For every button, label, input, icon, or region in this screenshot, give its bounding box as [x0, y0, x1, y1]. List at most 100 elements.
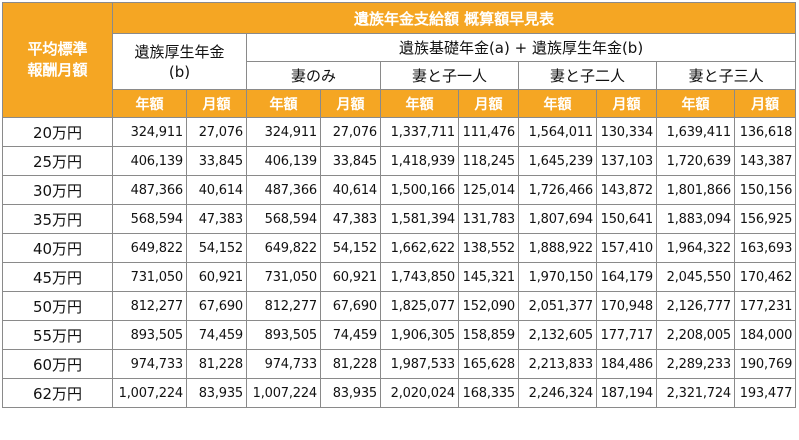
unit-header-annual: 年額: [518, 89, 597, 118]
subgroup-wife-1-child: 妻と子一人: [380, 61, 519, 90]
monthly-amount-cell: 163,693: [733, 233, 797, 263]
annual-amount-cell: 2,045,550: [656, 262, 735, 292]
monthly-amount-cell: 157,410: [596, 233, 657, 263]
annual-amount-cell: 1,906,305: [380, 320, 459, 350]
group-header-b-only: 遺族厚生年金 (b): [112, 33, 247, 90]
monthly-amount-cell: 60,921: [186, 262, 247, 292]
monthly-amount-cell: 131,783: [458, 204, 519, 234]
monthly-amount-cell: 193,477: [733, 378, 797, 408]
annual-amount-cell: 1,639,411: [656, 117, 735, 147]
row-label: 62万円: [2, 378, 113, 408]
unit-header-monthly: 月額: [596, 89, 657, 118]
annual-amount-cell: 1,662,622: [380, 233, 459, 263]
annual-amount-cell: 1,743,850: [380, 262, 459, 292]
row-label: 30万円: [2, 175, 113, 205]
unit-header-monthly: 月額: [458, 89, 519, 118]
annual-amount-cell: 1,007,224: [112, 378, 187, 408]
row-label: 40万円: [2, 233, 113, 263]
table-row: 60万円 974,733 81,228 974,733 81,228 1,987,533 1…: [2, 349, 797, 379]
monthly-amount-cell: 54,152: [186, 233, 247, 263]
annual-amount-cell: 2,208,005: [656, 320, 735, 350]
monthly-amount-cell: 168,335: [458, 378, 519, 408]
subgroup-wife-2-children: 妻と子二人: [518, 61, 657, 90]
monthly-amount-cell: 118,245: [458, 146, 519, 176]
annual-amount-cell: 2,246,324: [518, 378, 597, 408]
monthly-amount-cell: 184,486: [596, 349, 657, 379]
monthly-amount-cell: 83,935: [186, 378, 247, 408]
monthly-amount-cell: 74,459: [186, 320, 247, 350]
annual-amount-cell: 406,139: [246, 146, 321, 176]
row-label: 25万円: [2, 146, 113, 176]
row-label: 50万円: [2, 291, 113, 321]
annual-amount-cell: 649,822: [112, 233, 187, 263]
annual-amount-cell: 2,126,777: [656, 291, 735, 321]
annual-amount-cell: 568,594: [112, 204, 187, 234]
annual-amount-cell: 1,825,077: [380, 291, 459, 321]
annual-amount-cell: 324,911: [112, 117, 187, 147]
row-label: 20万円: [2, 117, 113, 147]
annual-amount-cell: 2,132,605: [518, 320, 597, 350]
row-label: 35万円: [2, 204, 113, 234]
monthly-amount-cell: 54,152: [320, 233, 381, 263]
monthly-amount-cell: 150,641: [596, 204, 657, 234]
monthly-amount-cell: 184,000: [733, 320, 797, 350]
unit-header-monthly: 月額: [186, 89, 247, 118]
monthly-amount-cell: 130,334: [596, 117, 657, 147]
monthly-amount-cell: 158,859: [458, 320, 519, 350]
annual-amount-cell: 1,564,011: [518, 117, 597, 147]
annual-amount-cell: 1,964,322: [656, 233, 735, 263]
subgroup-wife-only: 妻のみ: [246, 61, 381, 90]
row-label: 45万円: [2, 262, 113, 292]
annual-amount-cell: 1,801,866: [656, 175, 735, 205]
annual-amount-cell: 1,007,224: [246, 378, 321, 408]
monthly-amount-cell: 111,476: [458, 117, 519, 147]
annual-amount-cell: 1,807,694: [518, 204, 597, 234]
unit-header-annual: 年額: [656, 89, 735, 118]
annual-amount-cell: 1,883,094: [656, 204, 735, 234]
monthly-amount-cell: 156,925: [733, 204, 797, 234]
group-header-b-only-label: 遺族厚生年金 (b): [134, 42, 225, 81]
table-row: 20万円 324,911 27,076 324,911 27,076 1,337,711 1…: [2, 117, 797, 147]
annual-amount-cell: 893,505: [112, 320, 187, 350]
unit-header-annual: 年額: [380, 89, 459, 118]
table-title: 遺族年金支給額 概算額早見表: [111, 2, 797, 34]
annual-amount-cell: 974,733: [246, 349, 321, 379]
table-body: 20万円 324,911 27,076 324,911 27,076 1,337,711 1…: [2, 117, 797, 408]
monthly-amount-cell: 150,156: [733, 175, 797, 205]
subgroup-wife-3-children: 妻と子三人: [655, 61, 797, 90]
unit-header-monthly: 月額: [320, 89, 381, 118]
annual-amount-cell: 1,418,939: [380, 146, 459, 176]
annual-amount-cell: 1,500,166: [380, 175, 459, 205]
annual-amount-cell: 812,277: [112, 291, 187, 321]
annual-amount-cell: 1,581,394: [380, 204, 459, 234]
monthly-amount-cell: 136,618: [733, 117, 797, 147]
row-header-cell: 平均標準 報酬月額: [2, 2, 113, 118]
table-row: 35万円 568,594 47,383 568,594 47,383 1,581,394 1…: [2, 204, 797, 234]
monthly-amount-cell: 125,014: [458, 175, 519, 205]
annual-amount-cell: 1,726,466: [518, 175, 597, 205]
pension-table: 平均標準 報酬月額 遺族年金支給額 概算額早見表 遺族厚生年金 (b) 遺族基礎年金…: [2, 2, 797, 408]
annual-amount-cell: 324,911: [246, 117, 321, 147]
monthly-amount-cell: 143,872: [596, 175, 657, 205]
annual-amount-cell: 406,139: [112, 146, 187, 176]
unit-header-row: 年額 月額 年額 月額 年額 月額 年額 月額 年額 月額: [3, 89, 797, 118]
annual-amount-cell: 487,366: [112, 175, 187, 205]
annual-amount-cell: 568,594: [246, 204, 321, 234]
monthly-amount-cell: 40,614: [186, 175, 247, 205]
monthly-amount-cell: 177,717: [596, 320, 657, 350]
monthly-amount-cell: 74,459: [320, 320, 381, 350]
table-row: 30万円 487,366 40,614 487,366 40,614 1,500,166 1…: [2, 175, 797, 205]
annual-amount-cell: 1,987,533: [380, 349, 459, 379]
unit-header-annual: 年額: [246, 89, 321, 118]
row-label: 55万円: [2, 320, 113, 350]
annual-amount-cell: 2,020,024: [380, 378, 459, 408]
table-row: 25万円 406,139 33,845 406,139 33,845 1,418,939 1…: [2, 146, 797, 176]
monthly-amount-cell: 187,194: [596, 378, 657, 408]
monthly-amount-cell: 164,179: [596, 262, 657, 292]
monthly-amount-cell: 137,103: [596, 146, 657, 176]
table-row: 55万円 893,505 74,459 893,505 74,459 1,906,305 1…: [2, 320, 797, 350]
annual-amount-cell: 1,970,150: [518, 262, 597, 292]
monthly-amount-cell: 60,921: [320, 262, 381, 292]
monthly-amount-cell: 170,462: [733, 262, 797, 292]
monthly-amount-cell: 27,076: [186, 117, 247, 147]
